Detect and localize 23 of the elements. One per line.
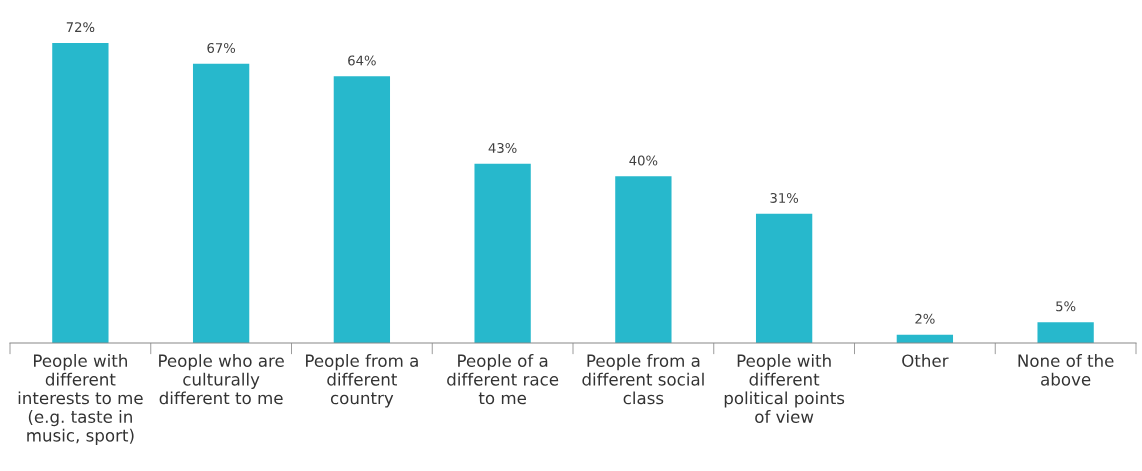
x-tick-label: People from a different social class: [582, 354, 704, 405]
data-label: 72%: [66, 22, 95, 33]
x-tick-label: People with different interests to me (e.g. taste in music, sport): [18, 354, 143, 445]
x-tick-label: People from a different country: [306, 354, 418, 408]
data-label: 31%: [770, 192, 799, 203]
x-tick-label: People with different political points of view: [724, 354, 845, 423]
bar: [755, 213, 813, 343]
bar: [333, 76, 391, 343]
data-label: 64%: [348, 55, 376, 66]
bar: [192, 63, 250, 343]
data-label: 67%: [207, 42, 236, 53]
x-tick-label: None of the above: [1018, 354, 1114, 386]
bar: [474, 163, 531, 343]
bar: [52, 43, 109, 343]
data-label: 2%: [915, 313, 935, 324]
bar: [1037, 322, 1094, 343]
data-label: 43%: [488, 142, 517, 153]
bar: [615, 176, 672, 343]
x-tick-label: People who are culturally different to me: [159, 354, 284, 405]
data-label: 5%: [1056, 301, 1076, 312]
data-label: 40%: [629, 155, 658, 166]
x-tick-label: Other: [902, 354, 949, 368]
x-tick-label: People of a different race to me: [447, 354, 559, 405]
